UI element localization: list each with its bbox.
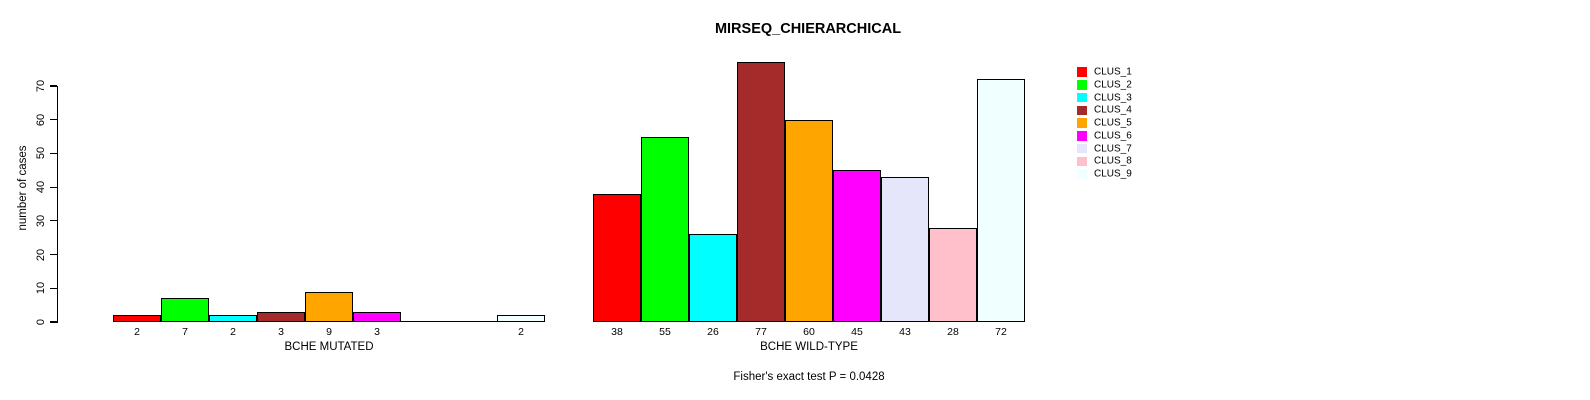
bar-value-label: 60: [803, 326, 815, 338]
legend-label: CLUS_4: [1094, 104, 1132, 116]
y-tick-label: 30: [35, 214, 47, 227]
bar-CLUS_5: [785, 119, 833, 322]
y-tick-label: 40: [35, 181, 47, 194]
bar-value-label: 45: [851, 326, 863, 338]
y-tick: [49, 253, 57, 256]
y-tick-label: 0: [35, 318, 47, 326]
y-tick-label: 60: [35, 113, 47, 126]
bar-value-label: 77: [755, 326, 767, 338]
x-axis-group-label: BCHE MUTATED: [284, 341, 374, 353]
y-tick-label: 10: [35, 282, 47, 295]
legend-swatch-CLUS_8: [1077, 156, 1087, 166]
y-tick: [49, 186, 57, 188]
bar-CLUS_5: [305, 291, 353, 322]
y-tick: [49, 321, 57, 323]
y-tick: [49, 119, 57, 121]
legend-swatch-CLUS_3: [1077, 92, 1087, 103]
bar-value-label: 3: [374, 326, 380, 338]
legend-label: CLUS_6: [1094, 130, 1132, 142]
legend-swatch-CLUS_1: [1077, 67, 1087, 77]
bar-CLUS_9: [497, 315, 545, 322]
bar-value-label: 38: [611, 326, 623, 338]
bar-value-label: 3: [278, 326, 284, 338]
legend-label: CLUS_8: [1094, 155, 1132, 167]
bar-CLUS_3: [209, 315, 257, 322]
legend-label: CLUS_9: [1094, 168, 1132, 180]
y-axis-label: number of cases: [17, 145, 29, 231]
bar-value-label: 9: [326, 326, 332, 338]
bar-CLUS_4: [737, 62, 785, 322]
bar-value-label: 72: [995, 326, 1007, 338]
legend-label: CLUS_2: [1094, 79, 1132, 91]
y-tick: [49, 287, 57, 289]
fisher-test-annotation: Fisher's exact test P = 0.0428: [733, 371, 885, 383]
y-tick-label: 70: [35, 79, 47, 93]
legend-label: CLUS_7: [1094, 143, 1132, 154]
y-tick: [49, 85, 57, 87]
bar-value-label: 43: [899, 326, 911, 338]
y-tick-label: 20: [35, 248, 47, 261]
bar-CLUS_2: [641, 136, 689, 322]
legend-swatch-CLUS_5: [1077, 118, 1087, 128]
chart-title: MIRSEQ_CHIERARCHICAL: [714, 21, 902, 37]
legend-label: CLUS_1: [1094, 66, 1132, 78]
bar-CLUS_3: [689, 234, 737, 322]
legend-swatch-CLUS_7: [1077, 143, 1087, 154]
y-tick: [49, 152, 57, 155]
legend-label: CLUS_5: [1094, 117, 1132, 129]
bar-value-label: 55: [659, 326, 671, 338]
bar-value-label: 26: [707, 326, 719, 338]
bar-CLUS_6: [833, 170, 881, 322]
bar-CLUS_4: [257, 311, 305, 322]
bar-value-label: 2: [230, 326, 236, 338]
bar-value-label: 2: [518, 326, 524, 338]
x-axis-group-label: BCHE WILD-TYPE: [760, 341, 858, 353]
bar-CLUS_8: [929, 227, 977, 322]
bar-value-label: 7: [182, 326, 188, 338]
bar-value-label: 2: [134, 326, 140, 338]
legend-swatch-CLUS_9: [1077, 169, 1087, 179]
bar-CLUS_1: [593, 193, 641, 322]
bar-CLUS_7: [881, 177, 929, 322]
bar-CLUS_9: [977, 79, 1025, 322]
bar-CLUS_2: [161, 298, 209, 322]
legend-label: CLUS_3: [1094, 92, 1132, 103]
y-axis-line: [56, 86, 58, 324]
legend-swatch-CLUS_4: [1077, 105, 1087, 115]
bar-value-label: 28: [947, 326, 959, 338]
legend-swatch-CLUS_6: [1077, 131, 1087, 141]
bar-CLUS_6: [353, 311, 401, 322]
legend-swatch-CLUS_2: [1077, 80, 1087, 90]
y-tick: [49, 220, 57, 222]
bar-CLUS_1: [113, 315, 161, 322]
y-tick-label: 50: [35, 147, 47, 160]
